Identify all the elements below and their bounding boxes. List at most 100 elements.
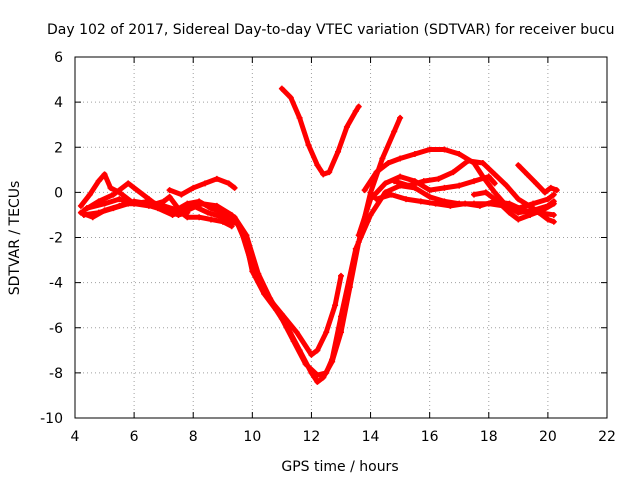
y-tick-label: 6 <box>54 50 63 66</box>
y-tick-label: 2 <box>54 140 63 156</box>
y-tick-labels: -10 -8 -6 -4 -2 0 2 4 6 <box>40 50 63 427</box>
data-point-marker <box>202 180 209 187</box>
data-point-marker <box>101 171 108 178</box>
data-point-marker <box>541 189 548 196</box>
data-point-marker <box>533 180 540 187</box>
data-point-marker <box>367 196 374 203</box>
data-point-marker <box>417 198 424 205</box>
data-point-marker <box>503 182 510 189</box>
data-point-marker <box>169 211 176 218</box>
data-point-marker <box>550 191 557 198</box>
data-point-marker <box>447 202 454 209</box>
data-point-marker <box>278 85 285 92</box>
data-point-marker <box>95 209 102 216</box>
data-point-marker <box>491 180 498 187</box>
data-point-marker <box>494 198 501 205</box>
data-point-marker <box>338 272 344 279</box>
data-point-marker <box>465 157 472 164</box>
series-track-f <box>166 175 238 198</box>
y-axis-title: SDTVAR / TECUs <box>7 181 23 296</box>
data-point-marker <box>391 128 398 135</box>
data-point-marker <box>538 207 545 214</box>
data-point-marker <box>190 184 197 191</box>
data-point-marker <box>361 187 368 194</box>
data-point-marker <box>403 196 410 203</box>
data-point-marker <box>83 205 90 212</box>
data-point-marker <box>456 151 463 158</box>
data-point-marker <box>527 211 534 218</box>
data-point-marker <box>491 171 498 178</box>
data-point-marker <box>296 114 303 121</box>
data-point-marker <box>550 218 557 225</box>
data-point-marker <box>471 191 477 198</box>
data-point-marker <box>432 200 439 207</box>
data-point-marker <box>479 173 486 180</box>
data-point-marker <box>228 223 235 230</box>
data-point-marker <box>479 160 486 167</box>
data-point-marker <box>420 178 427 185</box>
data-point-marker <box>305 141 312 148</box>
y-tick-label: 4 <box>54 95 63 111</box>
data-point-marker <box>515 162 522 169</box>
data-point-marker <box>80 211 87 218</box>
data-point-marker <box>355 103 362 110</box>
y-tick-label: -4 <box>49 276 63 292</box>
data-point-marker <box>243 232 250 239</box>
data-point-marker <box>515 196 522 203</box>
data-point-marker <box>373 196 380 203</box>
data-point-marker <box>131 184 138 191</box>
data-point-marker <box>86 191 93 198</box>
series-track-k <box>373 191 557 218</box>
data-point-marker <box>314 162 321 169</box>
data-point-marker <box>397 155 404 162</box>
data-point-marker <box>476 202 483 209</box>
series-track-l <box>471 189 557 223</box>
x-tick-label: 10 <box>243 429 261 445</box>
x-tick-label: 8 <box>189 429 198 445</box>
data-point-marker <box>397 173 404 180</box>
data-point-marker <box>196 198 203 205</box>
data-point-marker <box>160 202 167 209</box>
data-point-marker <box>267 295 274 302</box>
data-point-marker <box>125 180 132 187</box>
data-point-marker <box>231 184 238 191</box>
data-point-marker <box>308 351 315 358</box>
data-point-marker <box>367 189 374 196</box>
series-track-h <box>355 173 498 239</box>
x-tick-label: 16 <box>421 429 439 445</box>
data-point-marker <box>388 191 395 198</box>
data-point-marker <box>544 216 551 223</box>
data-point-marker <box>131 200 138 207</box>
x-tick-labels: 4 6 8 10 12 14 16 18 20 22 <box>71 429 616 445</box>
data-point-marker <box>231 214 238 221</box>
data-point-marker <box>343 123 350 130</box>
x-tick-label: 14 <box>362 429 380 445</box>
data-point-marker <box>482 189 489 196</box>
data-point-marker <box>178 191 185 198</box>
data-point-marker <box>426 193 433 200</box>
x-axis-title: GPS time / hours <box>281 459 398 475</box>
x-tick-label: 20 <box>539 429 557 445</box>
data-point-marker <box>184 200 191 207</box>
y-tick-label: -10 <box>40 411 63 427</box>
data-point-marker <box>329 356 336 363</box>
data-point-marker <box>471 178 477 185</box>
data-point-marker <box>207 205 214 212</box>
data-point-marker <box>293 329 300 336</box>
data-point-marker <box>219 209 226 216</box>
data-point-marker <box>166 187 173 194</box>
data-point-marker <box>373 169 380 176</box>
data-point-marker <box>145 198 152 205</box>
data-point-marker <box>77 202 84 209</box>
data-point-marker <box>441 146 448 153</box>
data-point-marker <box>521 207 528 214</box>
data-point-marker <box>550 200 557 207</box>
data-point-marker <box>314 347 321 354</box>
data-point-marker <box>332 302 339 309</box>
series-track-j <box>391 157 557 225</box>
data-point-marker <box>411 151 418 158</box>
data-point-marker <box>544 196 551 203</box>
data-point-marker <box>287 94 294 101</box>
data-point-marker <box>335 148 342 155</box>
